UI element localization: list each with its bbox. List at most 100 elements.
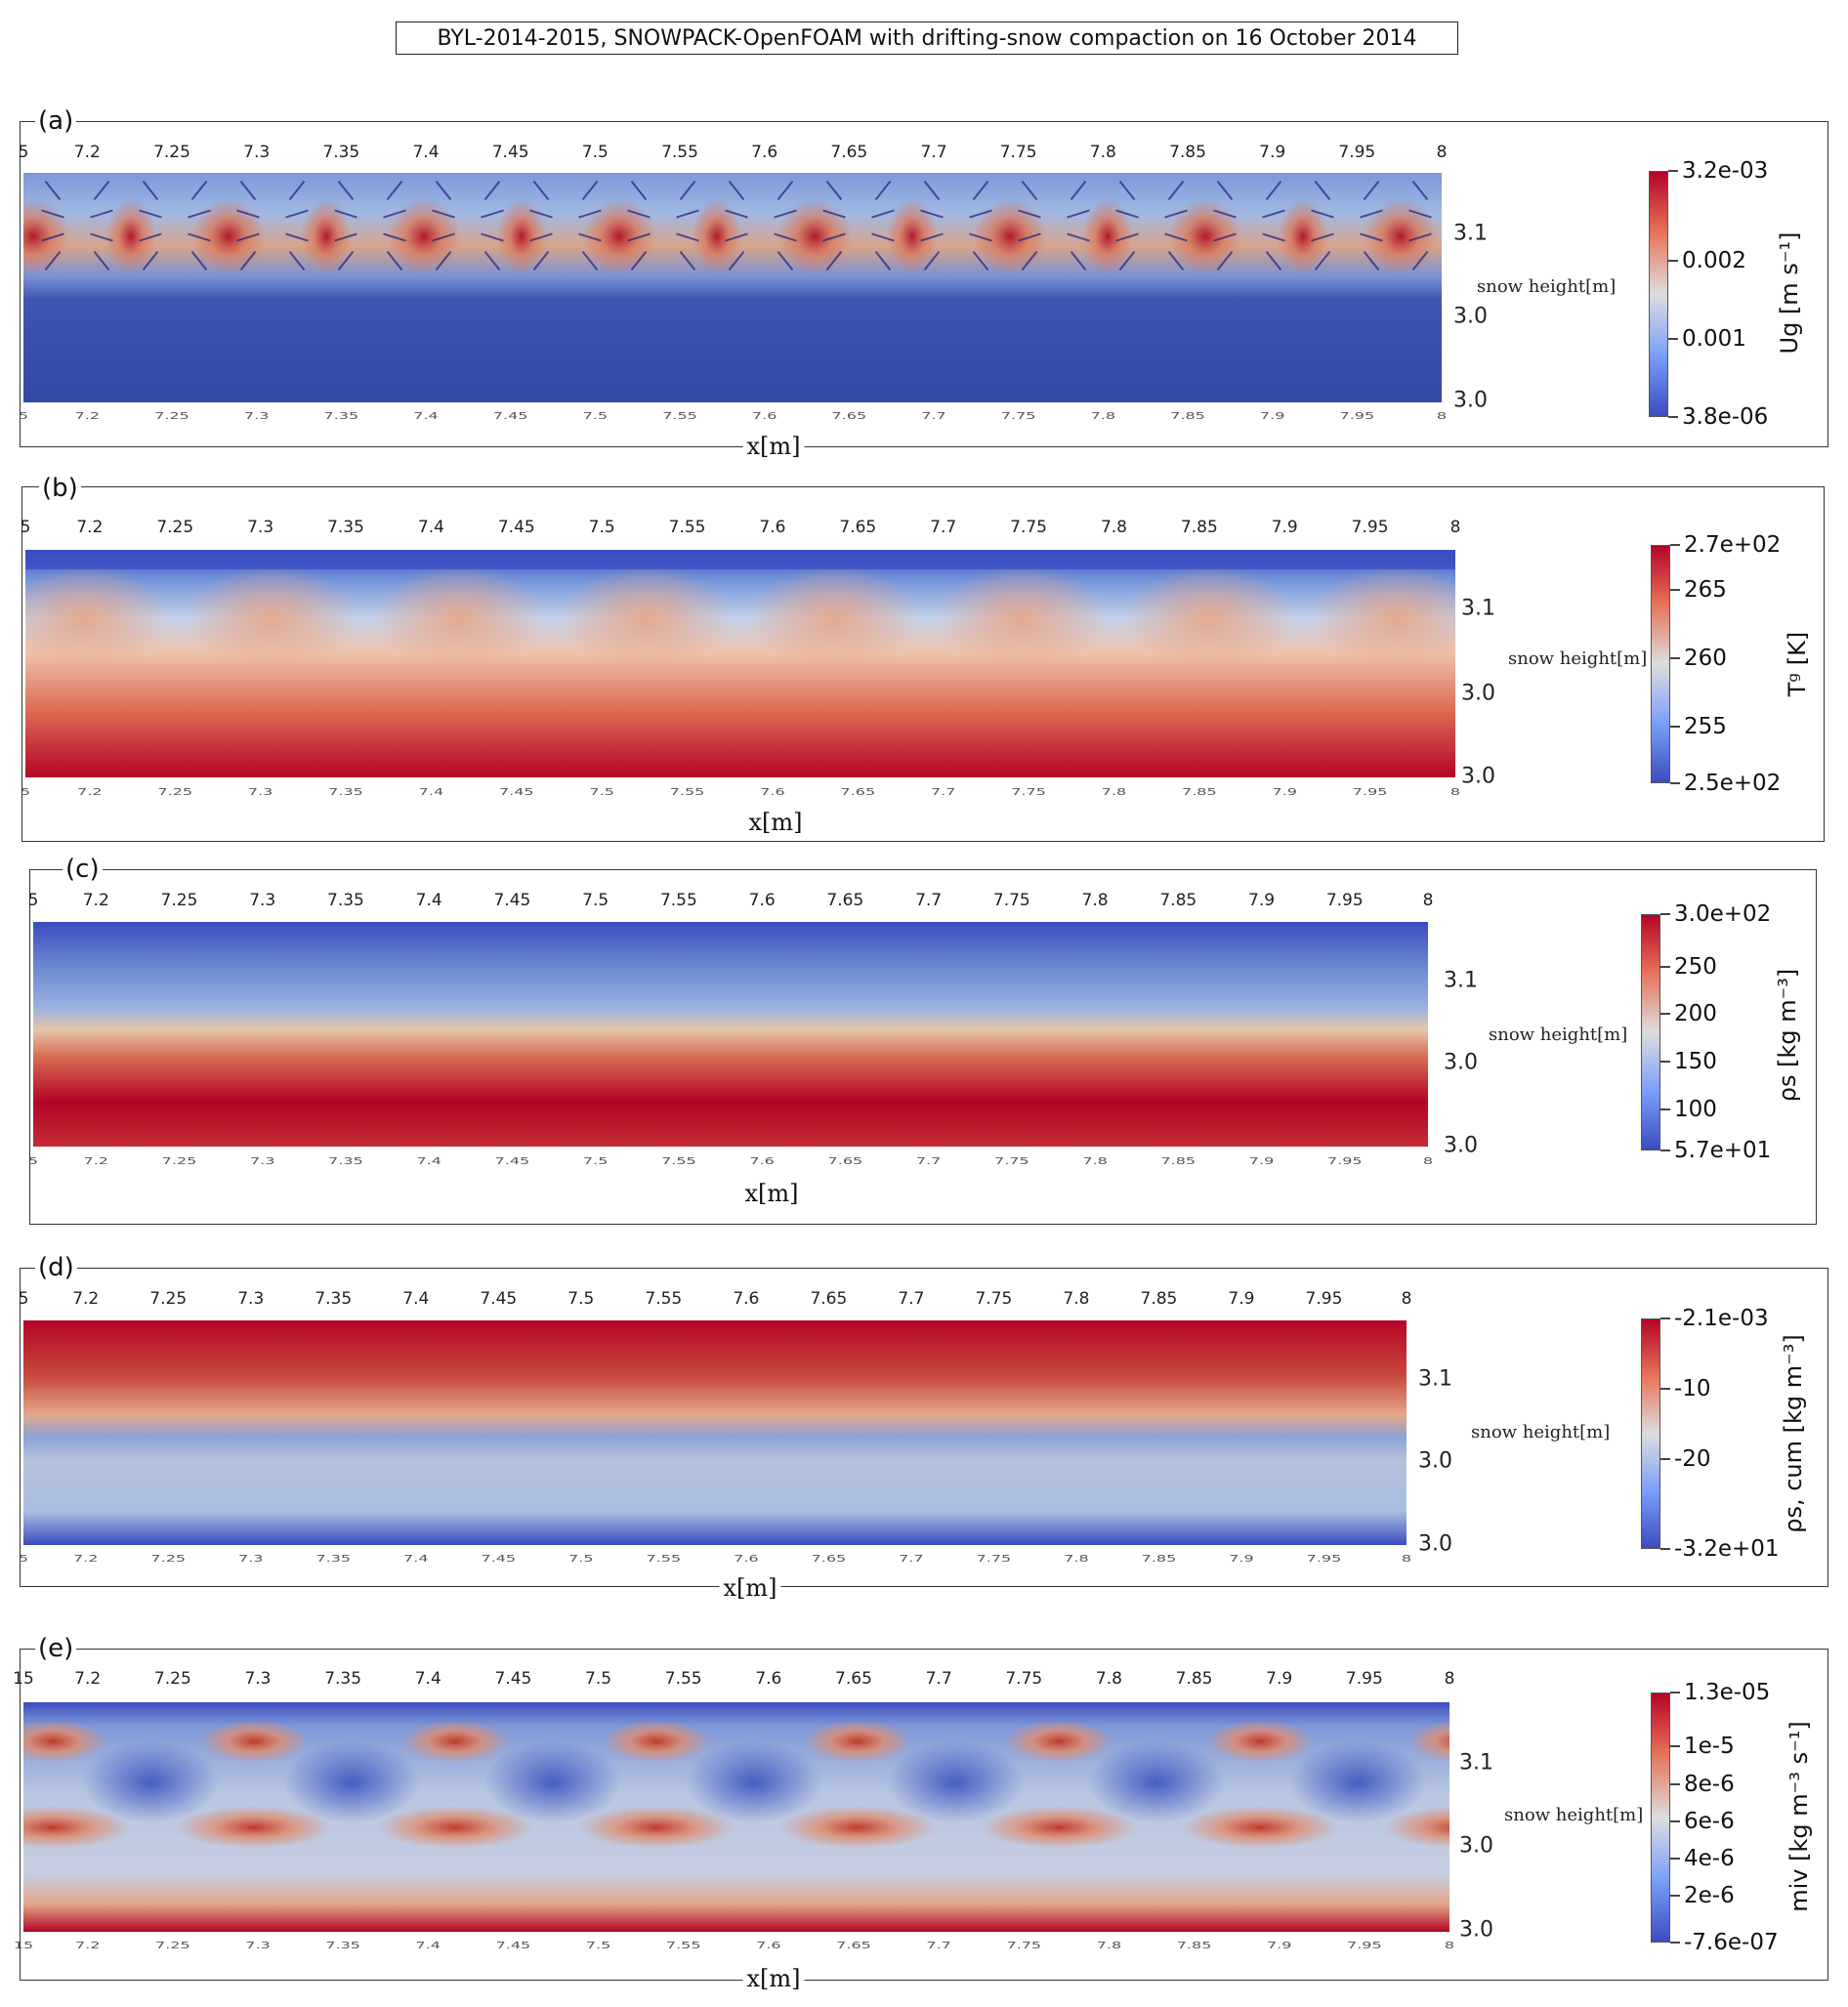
x-tick-label: 5 [20, 786, 31, 798]
panel-a-top-ticks: 5 7.2 7.25 7.3 7.35 7.4 7.45 7.5 7.55 7.6 7.65 7.7 7… [19, 143, 1448, 164]
panel-c-colorbar-title: ρs [kg m⁻³] [1774, 968, 1801, 1103]
panel-c-colorbar [1641, 914, 1660, 1150]
cb-tick: 265 [1670, 577, 1727, 603]
x-tick-label: 7.55 [668, 518, 706, 537]
x-tick-label: 8 [1436, 143, 1448, 162]
x-tick-label: 7.5 [589, 786, 614, 798]
panel-b-field [25, 550, 1455, 777]
x-tick-label: 7.45 [494, 1669, 532, 1689]
x-tick-label: 7.7 [926, 1940, 951, 1951]
x-tick-label: 7.2 [76, 518, 104, 537]
panel-b-top-ticks: 5 7.2 7.25 7.3 7.35 7.4 7.45 7.5 7.55 7.6 7.65 7.7 7… [21, 518, 1461, 539]
x-tick-label: 7.65 [840, 786, 876, 798]
x-tick-label: 7.8 [1090, 410, 1116, 422]
x-tick-label: 7.25 [160, 891, 198, 910]
panel-c-top-ticks: 5 7.2 7.25 7.3 7.35 7.4 7.45 7.5 7.55 7.6 7.65 7.7 7… [28, 891, 1434, 912]
panel-e-colorbar-ticks: 1.3e-05 1e-5 8e-6 6e-6 4e-6 2e-6 -7.6e-0… [1670, 1680, 1827, 1955]
ytick: 3.1 [1444, 968, 1478, 993]
x-tick-label: 7.7 [915, 1155, 942, 1167]
x-tick-label: 7.55 [662, 410, 697, 422]
x-tick-label: 7.5 [567, 1289, 595, 1309]
panel-d-frame [20, 1268, 1828, 1587]
x-tick-label: 7.5 [585, 1940, 611, 1951]
x-tick-label: 7.9 [1259, 410, 1285, 422]
panel-d-field [23, 1320, 1407, 1545]
panel-e-label: (e) [35, 1635, 77, 1662]
panel-d-colorbar-title: ρs, cum [kg m⁻³] [1780, 1334, 1807, 1533]
ytick: 3.0 [1459, 1833, 1493, 1859]
x-tick-label: 7.7 [920, 143, 947, 162]
panel-d-label: (d) [35, 1254, 77, 1281]
x-tick-label: 7.7 [915, 891, 943, 910]
x-tick-label: 15 [13, 1669, 34, 1689]
x-tick-label: 7.6 [751, 143, 778, 162]
x-tick-label: 7.75 [1011, 786, 1046, 798]
panel-a-colorbar-ticks: 3.2e-03 0.002 0.001 3.8e-06 [1668, 158, 1825, 430]
x-tick-label: 7.95 [1306, 1553, 1342, 1565]
panel-c-xlabel: x[m] [740, 1180, 803, 1207]
cb-tick: -2.1e-03 [1660, 1306, 1769, 1331]
ytick: 3.0 [1453, 304, 1488, 329]
panel-e-ylabel: snow height[m] [1504, 1805, 1644, 1825]
x-tick-label: 7.8 [1100, 518, 1127, 537]
x-tick-label: 7.45 [492, 410, 528, 422]
x-tick-label: 7.45 [498, 786, 534, 798]
x-tick-label: 7.9 [1271, 518, 1298, 537]
x-tick-label: 7.55 [661, 1155, 696, 1167]
x-tick-label: 7.4 [403, 1553, 429, 1565]
x-tick-label: 7.85 [1160, 1155, 1197, 1167]
x-tick-label: 7.95 [1352, 786, 1388, 798]
x-tick-label: 7.35 [328, 786, 363, 798]
x-tick-label: 7.45 [481, 1553, 517, 1565]
cb-tick: 5.7e+01 [1660, 1138, 1771, 1163]
panel-a-bottom-ticks: 5 7.2 7.25 7.3 7.35 7.4 7.45 7.5 7.55 7.6 7.65 7.7 7… [19, 410, 1447, 432]
x-tick-label: 7.6 [760, 786, 785, 798]
x-tick-label: 7.75 [1005, 1669, 1043, 1689]
x-tick-label: 7.25 [161, 1155, 197, 1167]
x-tick-label: 7.35 [324, 1669, 362, 1689]
x-tick-label: 7.45 [495, 1940, 531, 1951]
cb-tick: -20 [1660, 1446, 1711, 1472]
x-tick-label: 5 [27, 1155, 39, 1167]
x-tick-label: 5 [18, 410, 29, 422]
x-tick-label: 7.45 [494, 1155, 530, 1167]
x-tick-label: 7.85 [1180, 518, 1218, 537]
panel-d-xlabel: x[m] [719, 1574, 781, 1602]
x-tick-label: 7.85 [1176, 1940, 1212, 1951]
cb-tick: -10 [1660, 1376, 1711, 1401]
cb-tick: 2.5e+02 [1670, 771, 1781, 796]
x-tick-label: 7.75 [999, 143, 1037, 162]
x-tick-label: 7.8 [1064, 1553, 1089, 1565]
x-tick-label: 7.9 [1248, 891, 1276, 910]
x-tick-label: 8 [1449, 786, 1461, 798]
x-tick-label: 7.25 [154, 410, 189, 422]
x-tick-label: 7.25 [153, 1669, 191, 1689]
x-tick-label: 7.35 [327, 518, 364, 537]
cb-tick: 2.7e+02 [1670, 532, 1781, 558]
x-tick-label: 7.35 [328, 1155, 363, 1167]
x-tick-label: 7.75 [1010, 518, 1048, 537]
x-tick-label: 7.5 [581, 143, 609, 162]
x-tick-label: 7.8 [1063, 1289, 1090, 1309]
x-tick-label: 7.25 [153, 143, 190, 162]
x-tick-label: 7.8 [1095, 1669, 1122, 1689]
x-tick-label: 5 [18, 143, 29, 162]
x-tick-label: 7.3 [247, 786, 273, 798]
x-tick-label: 7.35 [315, 1289, 353, 1309]
x-tick-label: 7.3 [238, 1553, 264, 1565]
panel-c-ylabel: snow height[m] [1489, 1024, 1628, 1045]
ytick: 3.1 [1453, 221, 1488, 246]
x-tick-label: 7.75 [976, 1553, 1012, 1565]
x-tick-label: 7.65 [836, 1940, 871, 1951]
x-tick-label: 7.9 [1266, 1669, 1293, 1689]
x-tick-label: 7.45 [480, 1289, 518, 1309]
cb-tick: -7.6e-07 [1670, 1930, 1779, 1955]
panel-a-ylabel: snow height[m] [1477, 276, 1617, 297]
x-tick-label: 8 [1444, 1940, 1455, 1951]
cb-tick: 150 [1660, 1049, 1717, 1074]
x-tick-label: 7.3 [247, 518, 274, 537]
panel-b-bottom-ticks: 5 7.2 7.25 7.3 7.35 7.4 7.45 7.5 7.55 7.6 7.65 7.7 7… [21, 786, 1460, 808]
cb-tick: 200 [1660, 1001, 1717, 1026]
ytick: 3.0 [1418, 1448, 1452, 1474]
panel-a-colorbar [1649, 171, 1668, 417]
